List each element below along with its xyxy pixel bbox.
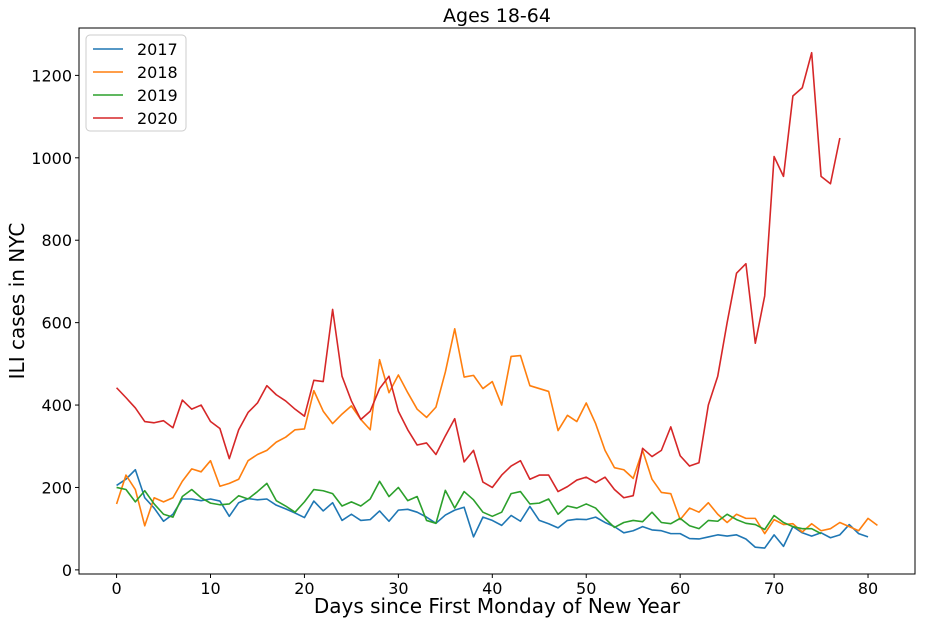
series-lines bbox=[115, 51, 878, 549]
y-tick-label: 200 bbox=[41, 478, 72, 497]
x-axis-ticks: 0 10 20 30 40 50 60 70 80 bbox=[111, 574, 878, 598]
x-tick-label: 0 bbox=[111, 579, 121, 598]
legend-label-2017: 2017 bbox=[137, 40, 178, 59]
legend-items: 2017 2018 2019 2020 bbox=[93, 40, 178, 128]
legend-label-2020: 2020 bbox=[137, 109, 178, 128]
x-tick-label: 70 bbox=[764, 579, 784, 598]
y-tick-label: 800 bbox=[41, 231, 72, 250]
x-tick-label: 20 bbox=[294, 579, 314, 598]
plot-area-frame bbox=[78, 27, 916, 575]
y-tick-label: 400 bbox=[41, 396, 72, 415]
y-tick-label: 600 bbox=[41, 314, 72, 333]
chart-title: Ages 18-64 bbox=[443, 5, 551, 27]
series-line-2019 bbox=[116, 480, 822, 535]
x-tick-label: 40 bbox=[482, 579, 502, 598]
x-tick-label: 80 bbox=[858, 579, 878, 598]
x-axis-label: Days since First Monday of New Year bbox=[314, 594, 681, 618]
series-line-2018 bbox=[115, 328, 878, 535]
x-tick-label: 60 bbox=[670, 579, 690, 598]
legend-label-2018: 2018 bbox=[137, 63, 178, 82]
x-tick-label: 30 bbox=[388, 579, 408, 598]
y-axis-label: ILI cases in NYC bbox=[5, 223, 29, 380]
y-tick-label: 1000 bbox=[31, 149, 72, 168]
y-axis-ticks: 0 200 400 600 800 1000 1200 bbox=[31, 66, 79, 580]
legend-box bbox=[85, 34, 187, 132]
y-tick-label: 1200 bbox=[31, 66, 72, 85]
legend: 2017 2018 2019 2020 bbox=[85, 34, 187, 132]
x-tick-label: 50 bbox=[576, 579, 596, 598]
series-line-2020 bbox=[115, 51, 841, 499]
y-tick-label: 0 bbox=[62, 561, 72, 580]
series-line-2017 bbox=[116, 468, 869, 549]
legend-label-2019: 2019 bbox=[137, 86, 178, 105]
x-tick-label: 10 bbox=[200, 579, 220, 598]
